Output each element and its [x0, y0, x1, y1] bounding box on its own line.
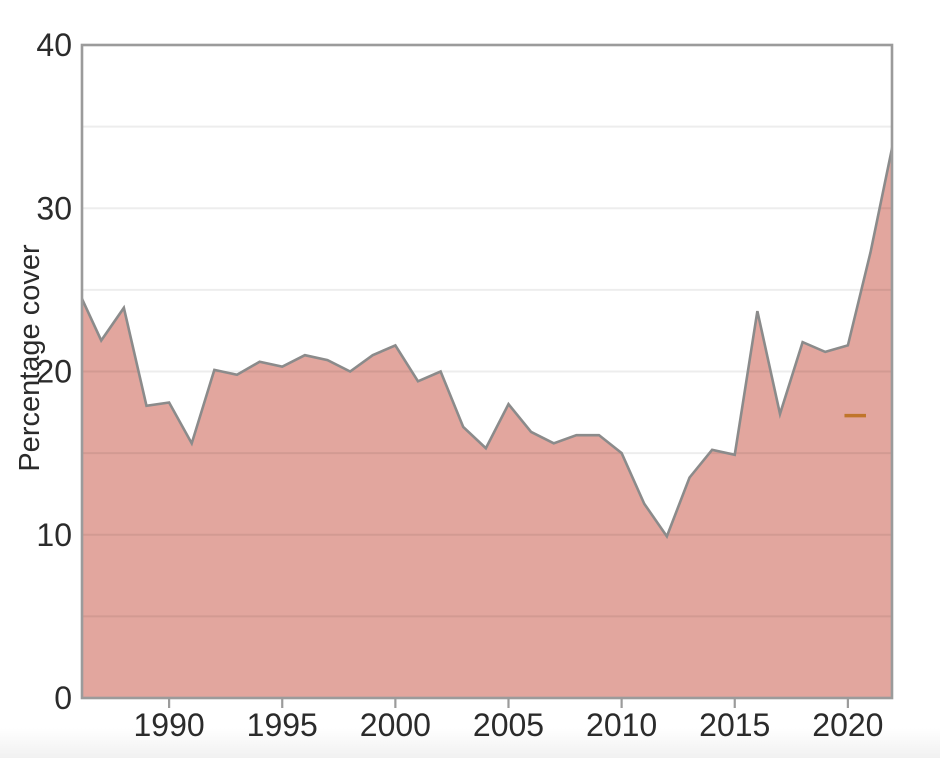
x-tick-label: 2015: [699, 707, 770, 743]
x-tick-label: 1995: [247, 707, 318, 743]
x-tick-label: 2010: [586, 707, 657, 743]
y-tick-label: 40: [36, 27, 72, 63]
x-tick-label: 2020: [812, 707, 883, 743]
y-axis-title: Percentage cover: [14, 244, 46, 472]
x-tick-label: 1990: [134, 707, 205, 743]
y-tick-label: 30: [36, 190, 72, 226]
y-tick-label: 10: [36, 517, 72, 553]
plot-frame: [80, 43, 894, 700]
y-tick-label: 20: [36, 354, 72, 390]
data-line: [82, 142, 892, 540]
y-tick-label: 0: [54, 680, 72, 716]
x-tick-label: 2000: [360, 707, 431, 743]
x-tick-label: 2005: [473, 707, 544, 743]
area-fill: [82, 148, 892, 698]
